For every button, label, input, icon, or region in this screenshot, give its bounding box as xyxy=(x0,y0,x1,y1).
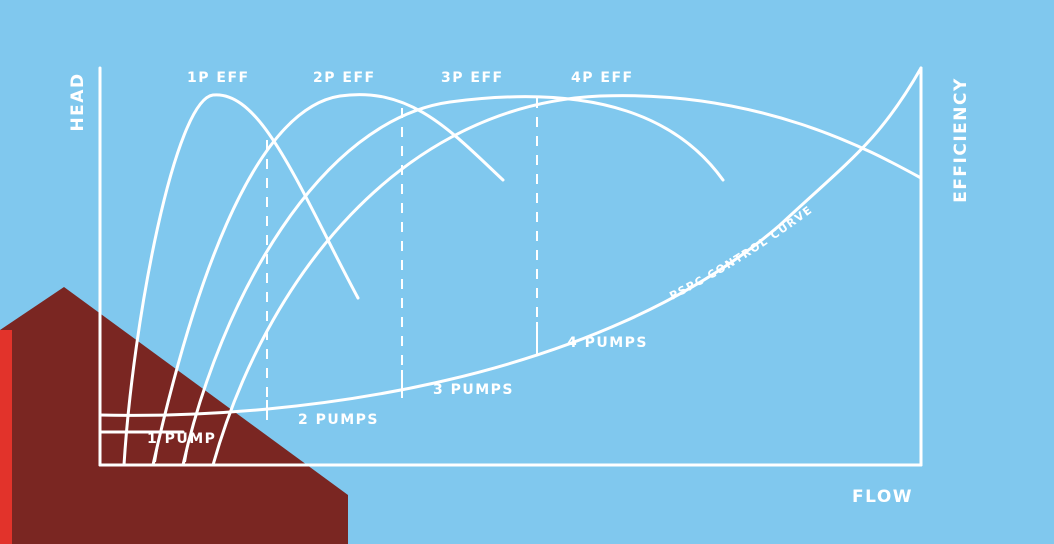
pspc-control-curve xyxy=(98,66,923,417)
y-axis-right-label: EFFICIENCY xyxy=(951,77,971,203)
x-axis-label: FLOW xyxy=(852,487,913,507)
pump-label-1: 1 PUMP xyxy=(147,431,216,447)
head-curve-2-pumps xyxy=(151,93,505,467)
corner-edge-stripe xyxy=(0,330,12,544)
eff-label-3p: 3P EFF xyxy=(441,70,504,86)
eff-label-1p: 1P EFF xyxy=(187,70,250,86)
pump-zone-tick-1 xyxy=(154,443,159,463)
eff-label-4p: 4P EFF xyxy=(571,70,634,86)
pump-label-3: 3 PUMPS xyxy=(433,382,514,398)
head-curve-4-pumps xyxy=(211,94,923,467)
head-curve-3-pumps xyxy=(181,95,725,467)
pump-label-2: 2 PUMPS xyxy=(298,412,379,428)
pump-zone-tick-2 xyxy=(184,443,189,463)
pump-label-4: 4 PUMPS xyxy=(567,335,648,351)
eff-label-2p: 2P EFF xyxy=(313,70,376,86)
head-curve-1-pump xyxy=(122,93,360,467)
y-axis-left-label: HEAD xyxy=(68,72,88,131)
